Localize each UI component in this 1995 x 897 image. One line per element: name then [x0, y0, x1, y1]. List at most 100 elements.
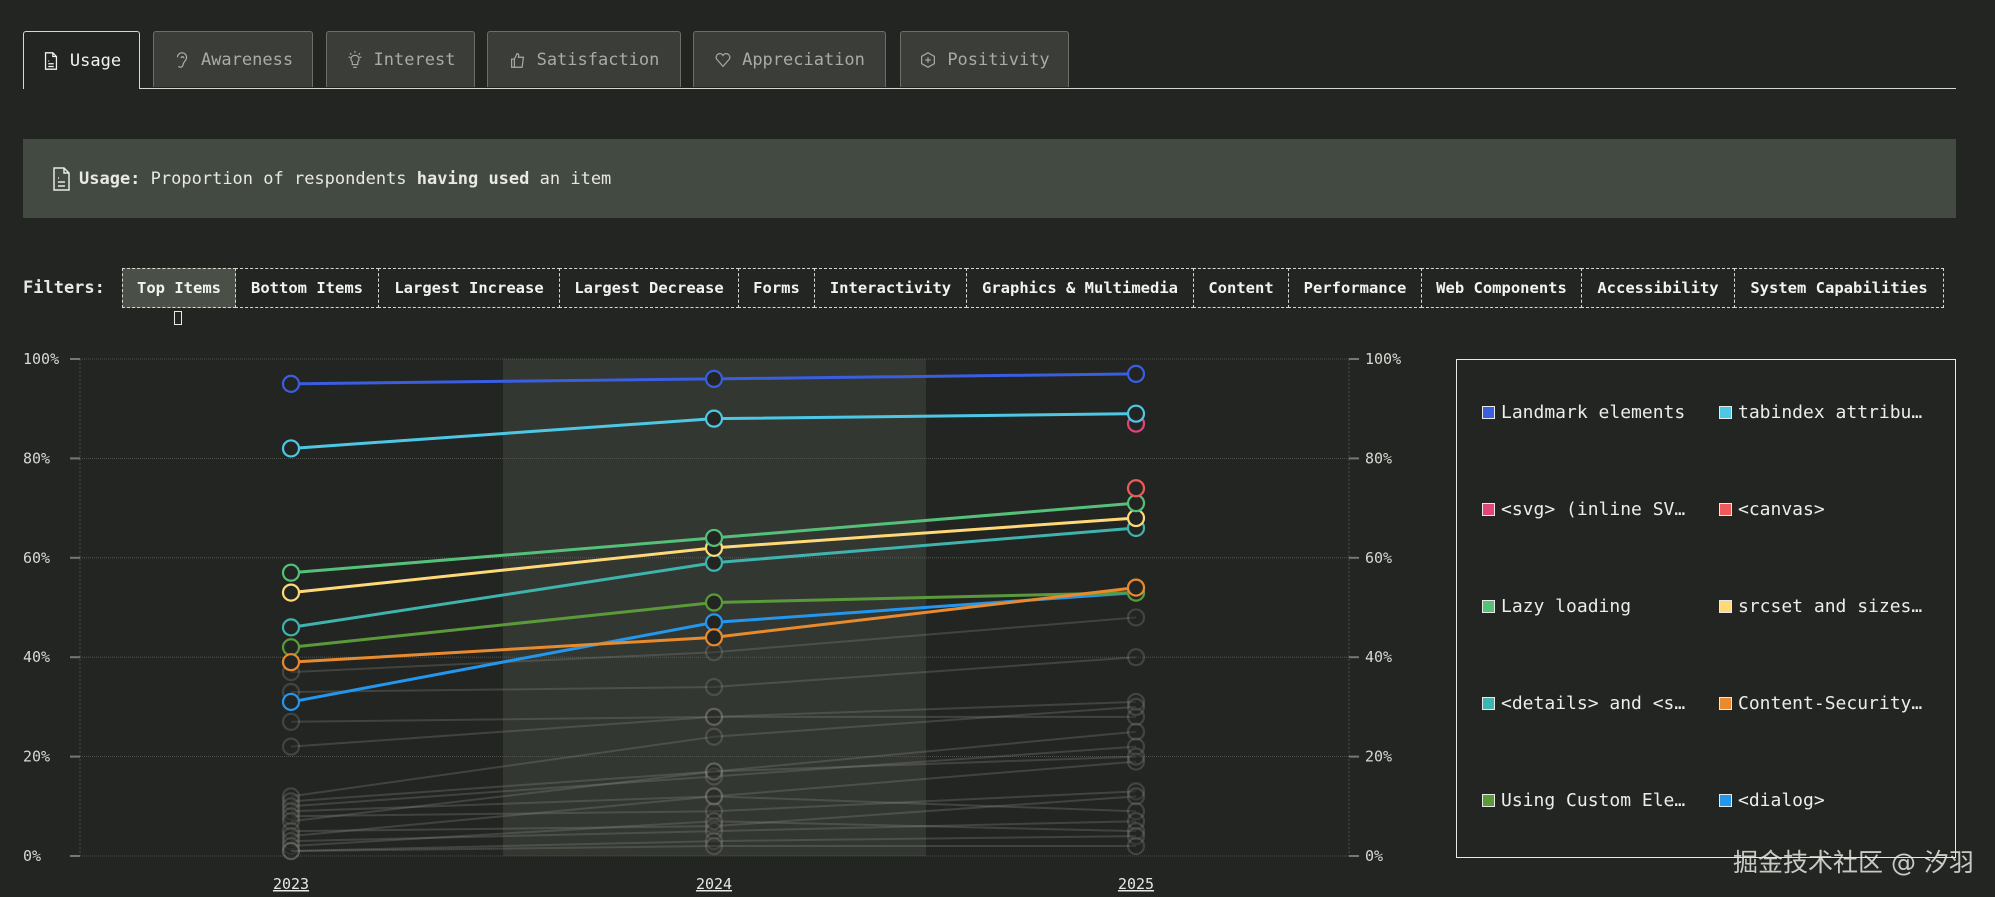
background-series-point — [704, 787, 724, 806]
legend-swatch — [1482, 406, 1495, 419]
background-series-point — [704, 802, 724, 821]
background-series-line — [290, 795, 1137, 833]
filter-web-components[interactable]: Web Components — [1421, 268, 1582, 308]
banner-text: Proportion of respondents — [150, 168, 407, 189]
legend-label: Content-Security… — [1738, 693, 1923, 714]
legend-item[interactable]: Content-Security… — [1719, 693, 1922, 714]
background-series-point — [704, 707, 724, 726]
series-dialog-point — [281, 692, 301, 712]
background-series-line — [290, 760, 1137, 813]
background-series-point — [704, 762, 724, 781]
filter-forms[interactable]: Forms — [738, 268, 815, 308]
tab-satisfaction[interactable]: Satisfaction — [487, 31, 681, 87]
watermark: 掘金技术社区 @ 汐羽 — [1733, 848, 1974, 877]
background-series-point — [281, 822, 301, 841]
filter-content[interactable]: Content — [1193, 268, 1289, 308]
series-tabindex-attribu-point — [704, 409, 724, 428]
filter-accessibility[interactable]: Accessibility — [1581, 268, 1735, 308]
legend-label: <canvas> — [1738, 499, 1825, 520]
series-details-and-s-point — [281, 618, 301, 637]
thumbs-up-icon — [510, 52, 524, 68]
legend-item[interactable]: Lazy loading — [1482, 596, 1631, 617]
legend-label: tabindex attribu… — [1738, 402, 1923, 423]
background-series-line — [290, 730, 1137, 803]
filter-graphics-multimedia[interactable]: Graphics & Multimedia — [966, 268, 1194, 308]
y-tick-label-left: 80% — [23, 449, 50, 467]
legend-swatch — [1482, 697, 1495, 710]
filter-interactivity[interactable]: Interactivity — [814, 268, 967, 308]
chart-legend: Landmark elements tabindex attribu… <svg> … — [1456, 359, 1956, 858]
series-canvas-point — [1126, 479, 1146, 498]
filter-largest-increase[interactable]: Largest Increase — [378, 268, 560, 308]
tab-label: Usage — [69, 50, 122, 71]
legend-item[interactable]: <details> and <s… — [1482, 693, 1685, 714]
file-icon — [53, 166, 70, 191]
series-srcset-and-sizes-point — [281, 583, 301, 602]
ear-icon — [176, 51, 188, 68]
background-series-line — [290, 656, 1137, 693]
background-series-point — [281, 797, 301, 816]
legend-label: Lazy loading — [1501, 596, 1632, 617]
background-series-point — [1126, 822, 1146, 841]
background-series-point — [704, 727, 724, 746]
legend-label: <dialog> — [1738, 790, 1825, 811]
legend-label: Using Custom Ele… — [1501, 790, 1686, 811]
series-dialog-point — [704, 613, 724, 632]
filter-system-capabilities[interactable]: System Capabilities — [1734, 268, 1944, 308]
legend-item[interactable]: <canvas> — [1719, 499, 1825, 520]
series-landmark-elements-point — [704, 369, 724, 388]
legend-item[interactable]: tabindex attribu… — [1719, 402, 1922, 423]
background-series-point — [704, 836, 724, 856]
series-using-custom-ele-point — [281, 638, 301, 657]
filter-performance[interactable]: Performance — [1288, 268, 1422, 308]
legend-item[interactable]: Using Custom Ele… — [1482, 790, 1685, 811]
background-series-point — [1126, 752, 1146, 771]
banner-bold: having used — [416, 168, 530, 189]
legend-swatch — [1482, 600, 1495, 613]
background-series-point — [704, 767, 724, 786]
filter-top-items[interactable]: Top Items — [122, 268, 236, 308]
background-series-point — [704, 762, 724, 781]
filter-bottom-items[interactable]: Bottom Items — [235, 268, 379, 308]
background-series-point — [1126, 802, 1146, 821]
series-srcset-and-sizes-point — [1126, 508, 1146, 528]
background-series-point — [281, 831, 301, 851]
tab-label: Satisfaction — [536, 49, 660, 70]
series-lazy-loading-point — [704, 528, 724, 548]
legend-item[interactable]: <svg> (inline SV… — [1482, 499, 1685, 520]
background-series-point — [1126, 827, 1146, 846]
filter-largest-decrease[interactable]: Largest Decrease — [559, 268, 739, 308]
background-series-line — [290, 715, 1136, 748]
legend-item[interactable]: srcset and sizes… — [1719, 596, 1922, 617]
line-chart: 0% 0% 20% 20% 40% 40% 60% 60% 80% 80% 100% 100% 2023… — [23, 350, 1401, 893]
series-landmark-elements-point — [1126, 364, 1146, 384]
background-series-point — [1126, 782, 1146, 801]
series-tabindex-attribu-point — [281, 439, 301, 458]
tab-awareness[interactable]: Awareness — [153, 31, 313, 87]
tab-usage[interactable]: Usage — [23, 31, 140, 89]
y-tick-label-right: 0% — [1365, 847, 1383, 865]
background-series-point — [1126, 697, 1146, 716]
legend-swatch — [1719, 794, 1732, 807]
background-series-point — [704, 812, 724, 831]
legend-label: Landmark elements — [1501, 402, 1686, 423]
background-series-point — [1126, 608, 1146, 627]
y-tick-label-left: 20% — [23, 748, 50, 766]
background-series-line — [290, 820, 1137, 848]
legend-item[interactable]: Landmark elements — [1482, 402, 1685, 423]
legend-swatch — [1719, 406, 1732, 419]
series-using-custom-ele-point — [704, 593, 724, 612]
text-cursor — [174, 311, 182, 325]
legend-item[interactable]: <dialog> — [1719, 790, 1825, 811]
tab-interest[interactable]: Interest — [326, 31, 475, 87]
tab-positivity[interactable]: Positivity — [900, 31, 1069, 87]
x-tick-label: 2023 — [273, 875, 309, 893]
background-series-point — [704, 643, 724, 662]
background-series-point — [1126, 737, 1146, 756]
background-series-point — [704, 707, 724, 726]
background-series-line — [290, 820, 1137, 843]
tab-appreciation[interactable]: Appreciation — [693, 31, 886, 87]
background-series-point — [281, 712, 301, 731]
y-tick-label-left: 60% — [23, 549, 50, 567]
background-series-point — [704, 787, 724, 806]
